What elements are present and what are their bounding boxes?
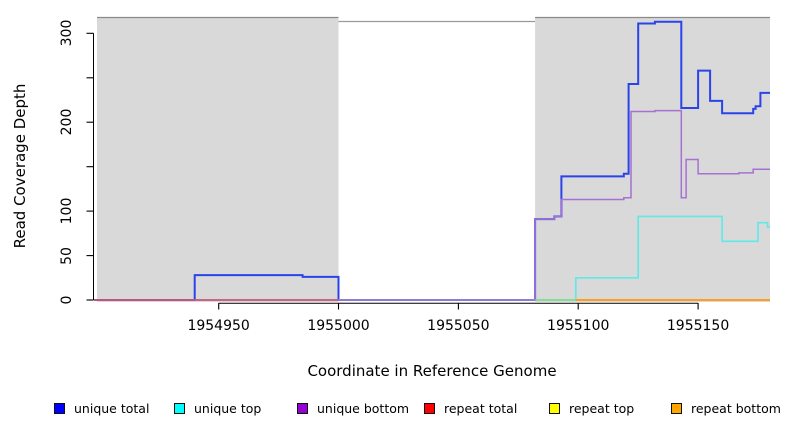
x-tick-label: 1955150 bbox=[666, 318, 730, 334]
legend-item-unique-top: unique top bbox=[174, 400, 261, 416]
legend-swatch-icon bbox=[671, 402, 682, 414]
x-tick-label: 1955000 bbox=[307, 318, 370, 334]
repeat-region bbox=[97, 17, 339, 302]
legend-label: repeat top bbox=[569, 400, 635, 416]
y-tick-label: 50 bbox=[59, 246, 75, 265]
legend-label: unique top bbox=[194, 400, 262, 416]
legend-item-unique-total: unique total bbox=[54, 400, 149, 416]
legend-label: unique total bbox=[74, 400, 150, 416]
y-axis-title: Read Coverage Depth bbox=[11, 83, 29, 249]
repeat-region bbox=[535, 17, 770, 302]
legend-label: repeat total bbox=[444, 400, 518, 416]
legend-label: repeat bottom bbox=[691, 400, 781, 416]
legend-label: unique bottom bbox=[317, 400, 410, 416]
series-line-unique-bottom bbox=[94, 109, 770, 301]
series-line-unique-top bbox=[94, 215, 770, 301]
legend-item-unique-bottom: unique bottom bbox=[297, 400, 409, 416]
x-tick-label: 1954950 bbox=[187, 318, 250, 334]
y-tick-label: 100 bbox=[59, 197, 75, 225]
legend-item-repeat-bottom: repeat bottom bbox=[671, 400, 781, 416]
series-line-unique-total bbox=[94, 20, 770, 301]
x-tick-label: 1955050 bbox=[427, 318, 490, 334]
y-tick-label: 200 bbox=[59, 108, 75, 136]
y-tick-label: 0 bbox=[59, 295, 75, 305]
legend-item-repeat-top: repeat top bbox=[549, 400, 634, 416]
legend-swatch-icon bbox=[174, 402, 185, 414]
legend-swatch-icon bbox=[424, 402, 435, 414]
x-axis-title: Coordinate in Reference Genome bbox=[307, 362, 557, 380]
unique-region bbox=[338, 21, 536, 302]
legend-item-repeat-total: repeat total bbox=[424, 400, 517, 416]
legend-swatch-icon bbox=[297, 402, 308, 414]
legend-swatch-icon bbox=[549, 402, 560, 414]
x-tick-label: 1955100 bbox=[547, 318, 610, 334]
legend-swatch-icon bbox=[54, 402, 65, 414]
y-tick-label: 300 bbox=[59, 19, 75, 47]
